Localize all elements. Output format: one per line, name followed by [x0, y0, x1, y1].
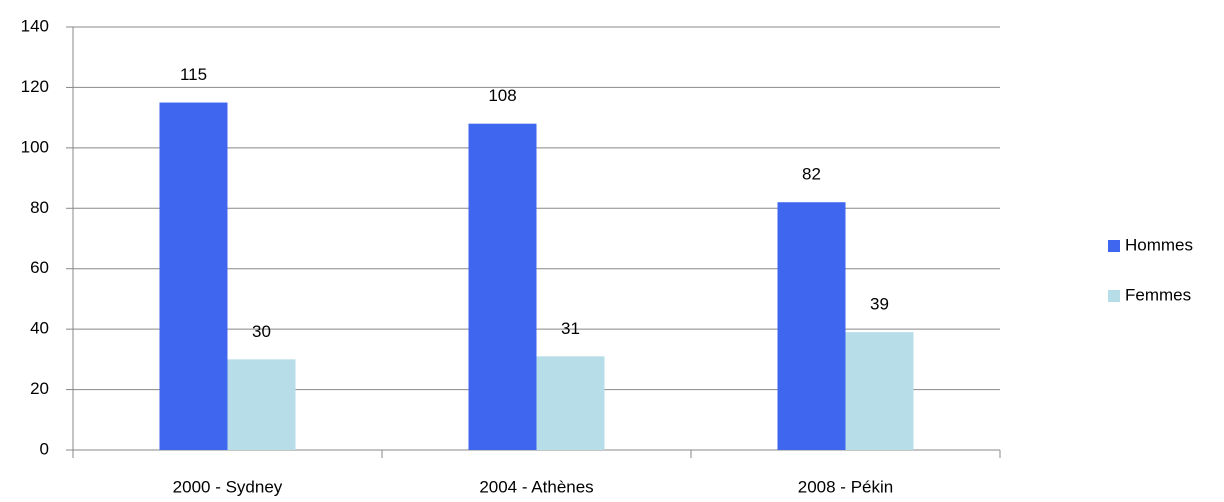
y-tick-label: 0: [40, 439, 49, 458]
legend-label: Hommes: [1125, 235, 1193, 254]
value-label: 115: [180, 65, 207, 84]
legend-swatch: [1108, 240, 1120, 252]
bar: [536, 356, 605, 450]
value-label: 30: [252, 322, 271, 341]
x-tick-label: 2008 - Pékin: [798, 477, 893, 496]
value-label: 31: [561, 319, 580, 338]
y-tick-label: 20: [30, 379, 49, 398]
value-label: 82: [802, 165, 821, 184]
bar: [777, 202, 846, 450]
y-tick-label: 80: [30, 198, 49, 217]
bar: [845, 332, 914, 450]
legend-label: Femmes: [1125, 285, 1191, 304]
y-tick-label: 140: [21, 16, 49, 35]
y-tick-label: 100: [21, 137, 49, 156]
legend-swatch: [1108, 290, 1120, 302]
y-tick-label: 40: [30, 319, 49, 338]
bar: [227, 359, 296, 450]
x-tick-label: 2000 - Sydney: [173, 477, 283, 496]
value-label: 39: [870, 295, 889, 314]
y-tick-label: 60: [30, 258, 49, 277]
bar: [468, 123, 537, 450]
y-tick-label: 120: [21, 77, 49, 96]
x-tick-label: 2004 - Athènes: [479, 477, 593, 496]
value-label: 108: [488, 86, 516, 105]
bar: [159, 102, 228, 451]
